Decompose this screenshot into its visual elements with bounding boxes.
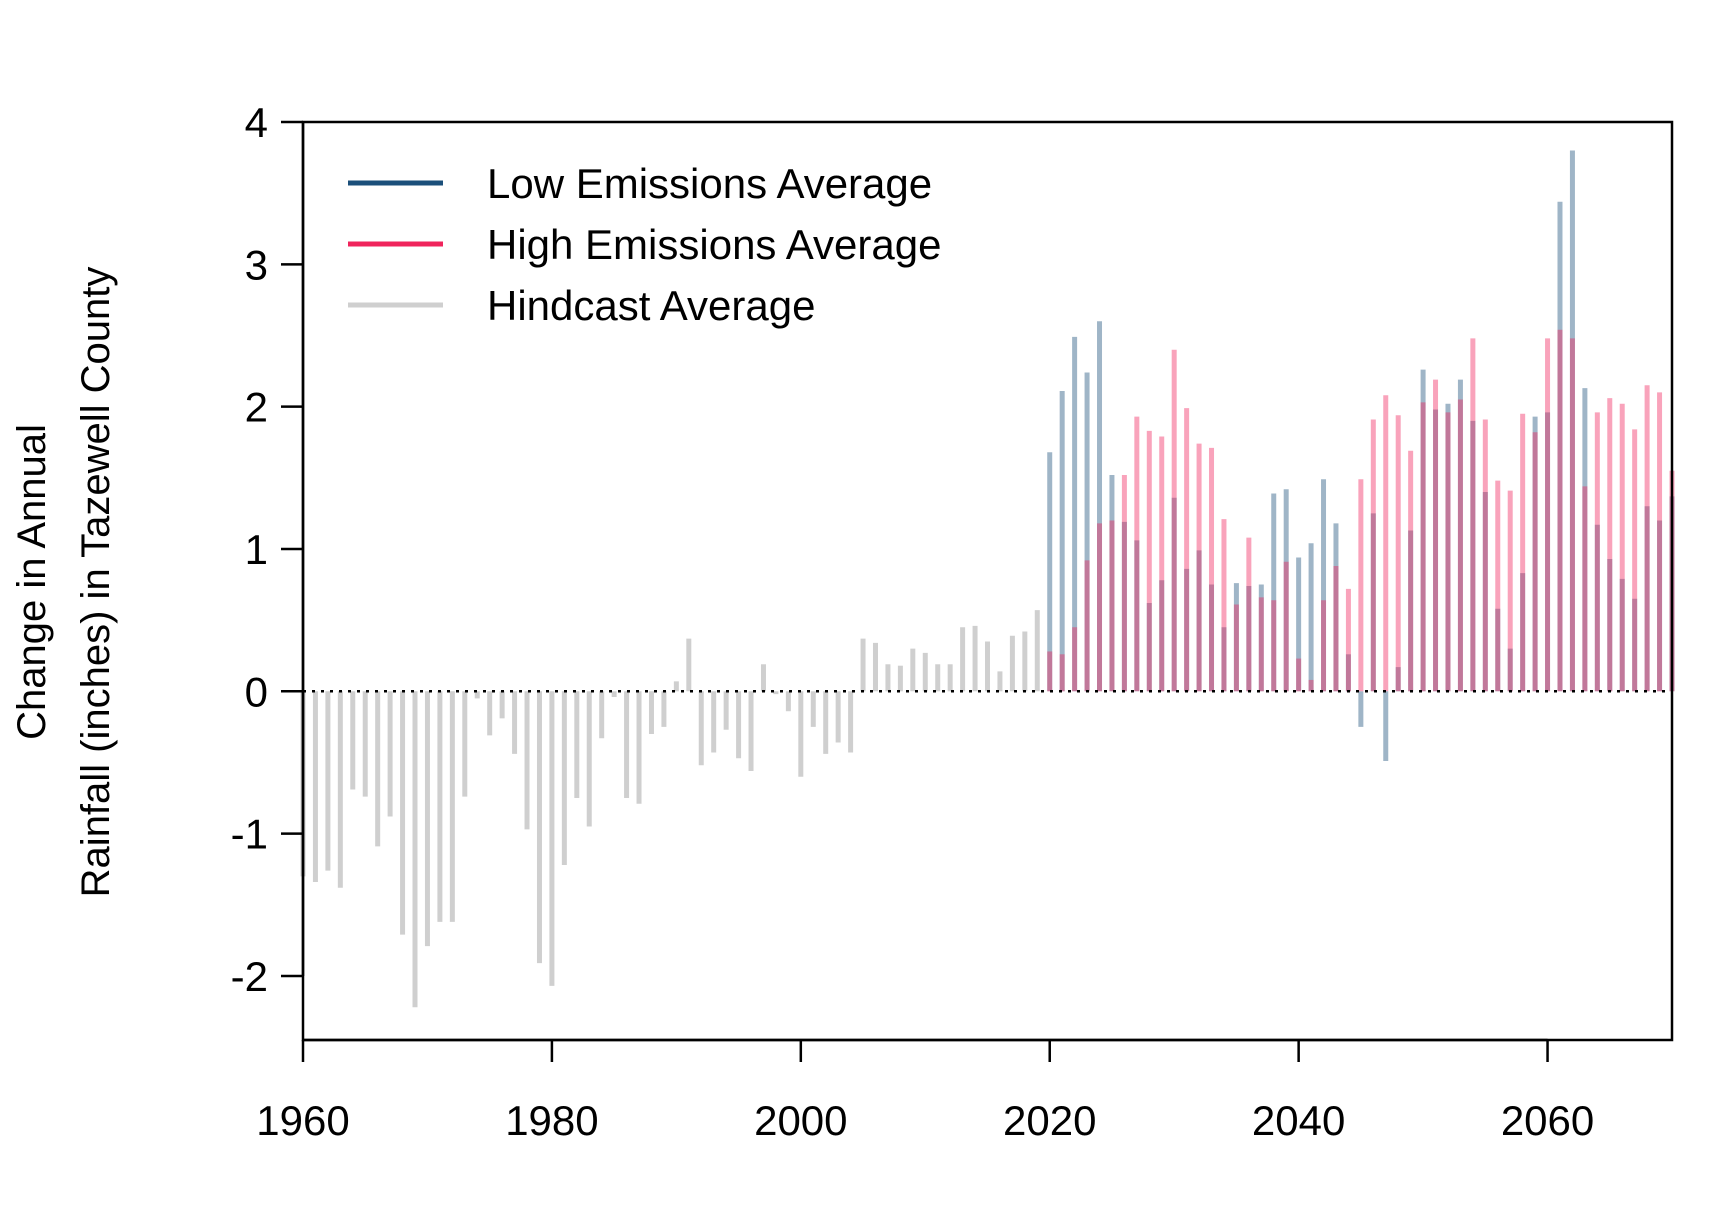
y-axis-title-line-1: Change in Annual — [10, 424, 54, 740]
x-tick-label-2040: 2040 — [1252, 1097, 1345, 1144]
y-tick-label-1: 1 — [245, 526, 268, 573]
legend-label-0: Low Emissions Average — [487, 160, 932, 207]
x-tick-label-2060: 2060 — [1501, 1097, 1594, 1144]
y-tick-label-2: 2 — [245, 384, 268, 431]
high-emissions-bars — [1047, 329, 1675, 692]
y-tick-label-4: 4 — [245, 99, 268, 146]
x-tick-label-1980: 1980 — [505, 1097, 598, 1144]
y-tick-label-0: 0 — [245, 668, 268, 715]
y-axis: -2 -1 0 1 2 3 4 — [231, 99, 305, 1000]
x-tick-label-2000: 2000 — [754, 1097, 847, 1144]
x-tick-label-1960: 1960 — [256, 1097, 349, 1144]
y-axis-title: Change in Annual Rainfall (inches) in Ta… — [10, 267, 118, 898]
legend: Low Emissions Average High Emissions Aver… — [348, 160, 941, 329]
y-tick-label--2: -2 — [231, 953, 268, 1000]
x-axis: 1960 1980 2000 2020 2040 2060 — [256, 1038, 1594, 1144]
x-tick-label-2020: 2020 — [1003, 1097, 1096, 1144]
legend-label-1: High Emissions Average — [487, 221, 941, 268]
y-axis-title-line-2: Rainfall (inches) in Tazewell County — [74, 267, 118, 898]
y-tick-label-3: 3 — [245, 241, 268, 288]
y-tick-label--1: -1 — [231, 811, 268, 858]
legend-label-2: Hindcast Average — [487, 282, 815, 329]
low-emissions-bars — [1047, 150, 1675, 762]
hindcast-bars — [300, 610, 1040, 1008]
